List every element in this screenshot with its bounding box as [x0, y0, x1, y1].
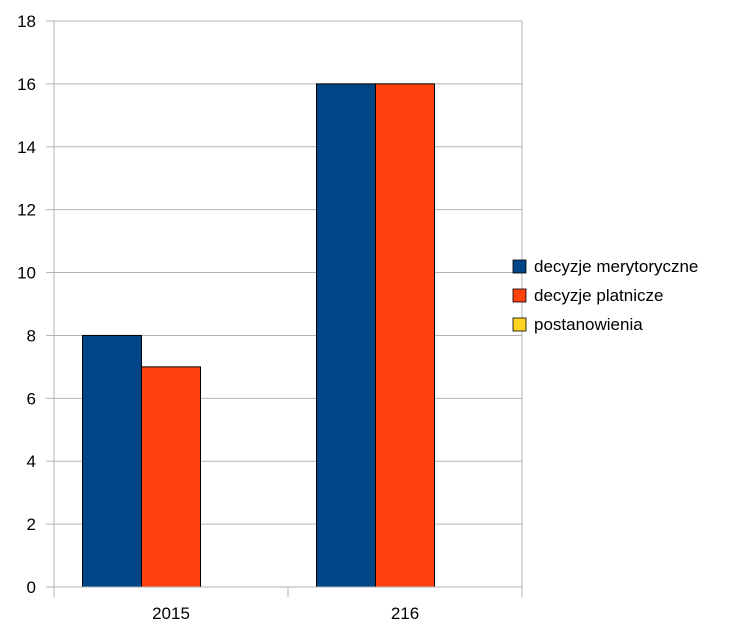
- legend-label: postanowienia: [534, 315, 643, 334]
- y-tick-label: 6: [27, 389, 36, 408]
- legend-label: decyzje platnicze: [534, 286, 663, 305]
- y-tick-label: 14: [17, 138, 36, 157]
- x-tick-label: 2015: [152, 604, 190, 623]
- bar-decyzje-platnicze-216: [375, 83, 435, 588]
- y-tick-label: 16: [17, 75, 36, 94]
- legend-swatch: [512, 259, 527, 274]
- y-tick-label: 12: [17, 201, 36, 220]
- y-tick-label: 0: [27, 578, 36, 597]
- y-tick-label: 4: [27, 452, 36, 471]
- bar-decyzje-merytoryczne-216: [316, 83, 376, 588]
- y-tick-label: 18: [17, 12, 36, 31]
- bar-decyzje-platnicze-2015: [141, 366, 201, 588]
- y-tick-label: 2: [27, 515, 36, 534]
- legend: decyzje merytoryczne decyzje platnicze pos…: [512, 257, 698, 334]
- legend-swatch: [512, 288, 527, 303]
- axes: 0 2 4 6 8 10 12 14 16 18 2015 216: [17, 12, 523, 623]
- x-tick-label: 216: [391, 604, 419, 623]
- y-tick-label: 8: [27, 326, 36, 345]
- legend-swatch: [512, 317, 527, 332]
- legend-label: decyzje merytoryczne: [534, 257, 698, 276]
- y-tick-label: 10: [17, 264, 36, 283]
- bar-decyzje-merytoryczne-2015: [82, 334, 142, 588]
